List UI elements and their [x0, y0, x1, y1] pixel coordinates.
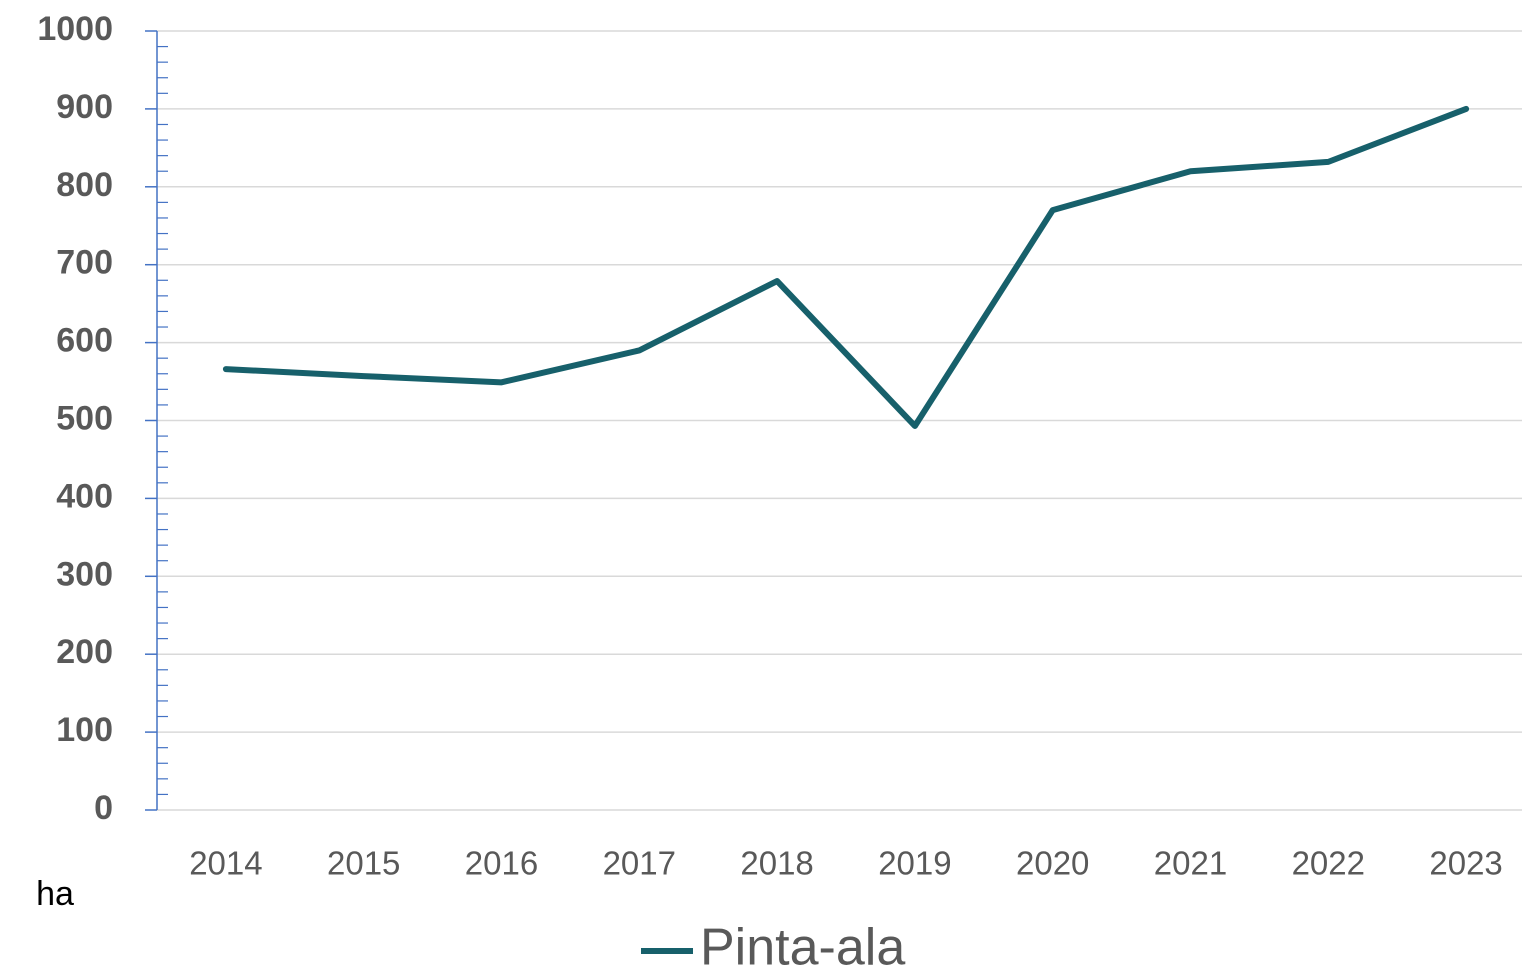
line-series	[222, 105, 1470, 429]
x-tick-label: 2014	[189, 845, 262, 882]
y-tick-label: 900	[56, 88, 113, 126]
y-tick-label: 600	[56, 322, 113, 360]
x-tick-label: 2021	[1154, 845, 1227, 882]
y-tick-label: 300	[56, 555, 113, 593]
y-tick-label: 700	[56, 244, 113, 282]
x-tick-label: 2023	[1429, 845, 1502, 882]
x-tick-label: 2022	[1292, 845, 1365, 882]
y-tick-label: 100	[56, 711, 113, 749]
x-tick-label: 2015	[327, 845, 400, 882]
x-tick-label: 2019	[878, 845, 951, 882]
y-tick-label: 500	[56, 399, 113, 437]
y-tick-label: 0	[94, 789, 113, 827]
x-tick-label: 2018	[740, 845, 813, 882]
x-tick-label: 2016	[465, 845, 538, 882]
y-tick-label: 1000	[37, 10, 113, 48]
x-tick-label: 2020	[1016, 845, 1089, 882]
y-tick-label: 200	[56, 633, 113, 671]
legend-label: Pinta-ala	[700, 919, 905, 976]
x-tick-label: 2017	[603, 845, 676, 882]
y-tick-label: 400	[56, 477, 113, 515]
y-tick-label: 800	[56, 166, 113, 204]
unit-label: ha	[36, 875, 74, 913]
